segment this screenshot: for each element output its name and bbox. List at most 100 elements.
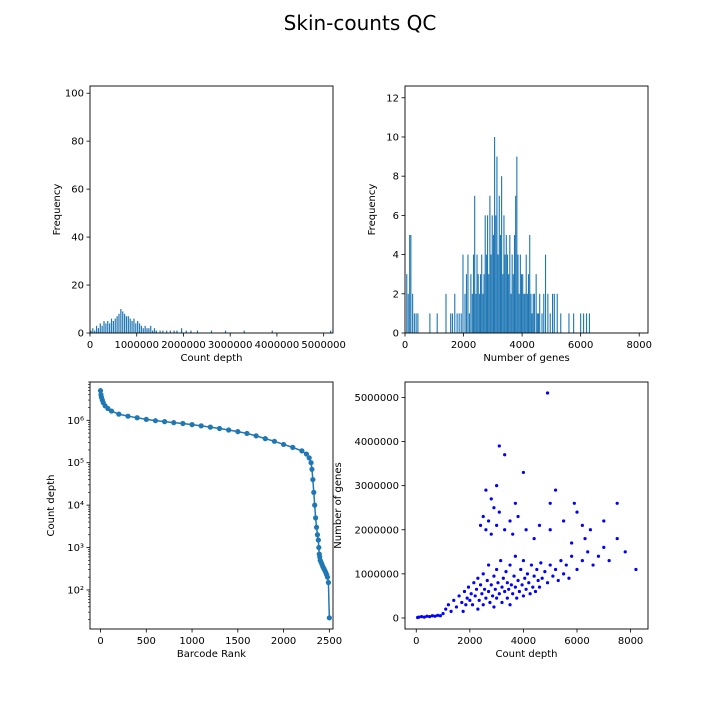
histogram-bar [116,316,118,333]
scatter-point [588,528,592,532]
histogram-bar [471,293,473,333]
scatter-point [497,510,501,514]
y-tick-label: 0 [393,329,399,340]
histogram-bar [109,323,111,333]
rank-point [299,448,305,454]
x-tick-label: 8000 [618,636,643,647]
scatter-point [521,470,526,475]
scatter-point [507,587,511,591]
histogram-bar [535,274,537,333]
scatter-point [564,563,568,567]
histogram-bar [537,313,540,333]
histogram-bar [468,313,470,333]
scatter-point [496,581,500,585]
count-depth-histogram: 0 1000000 2000000 3000000 4000000 5000000 0 20 4… [52,85,346,364]
genes-histogram: 0 2000 4000 6000 8000 0 2 4 6 8 10 12 Number of gene… [367,85,652,364]
scatter-point [521,594,526,598]
scatter-point [562,519,566,523]
scatter-point [478,523,483,527]
scatter-point [492,506,496,510]
histogram-bar [410,234,412,333]
y-tick-label: 20 [71,281,84,292]
scatter-point [433,614,437,618]
histogram-bar [429,313,431,333]
histogram-bar [510,293,512,333]
scatter-point [532,536,536,541]
histogram-bar [101,325,103,333]
histogram-bar [153,328,156,333]
scatter-point [548,563,552,567]
y-tick-label: 2 [393,289,399,300]
scatter-point [602,545,606,550]
scatter-point [500,600,504,605]
scatter-point [508,603,512,607]
scatter-point [567,576,571,580]
x-tick-label: 3000000 [208,340,253,351]
histogram-bar [196,330,199,333]
rank-point [207,424,213,430]
rank-point [216,425,223,432]
histogram-bar [490,254,492,333]
scatter-point [476,607,480,611]
scatter-point [553,567,558,572]
y-tick-label: 4000000 [354,437,399,448]
scatter-point [559,559,563,563]
histogram-bar [527,274,530,333]
histogram-bar [462,254,464,333]
scatter-point [486,519,491,523]
scatter-point [548,501,552,505]
y-tick-label: 0 [78,329,84,340]
rank-point [171,420,177,426]
histogram-bar [519,254,521,333]
scatter-point [545,391,550,395]
scatter-point [516,514,520,519]
histogram-bar [470,274,472,333]
histogram-bar [155,330,157,333]
histogram-bar [585,313,588,333]
y-tick-label: 10 [386,132,399,143]
histogram-bar [539,293,541,333]
rank-point [116,411,122,417]
rank-point [308,460,314,466]
y-tick-label: 2000000 [354,525,399,536]
histogram-bar [499,234,501,333]
scatter-point [575,510,579,514]
scatter-point [472,581,476,585]
x-tick-label: 4000 [509,340,534,351]
scatter-point [480,592,484,596]
histogram-bar [536,313,538,333]
y-axis-label: Count depth [46,475,57,537]
histogram-bar [476,254,478,333]
y-tick-label: 3000000 [354,481,399,492]
histogram-bar [547,293,549,333]
histogram-bar [544,254,547,333]
rank-point [324,574,331,580]
histogram-bar [271,330,273,333]
histogram-bar [122,311,124,333]
rank-point [253,433,259,439]
rank-point [198,423,204,429]
scatter-point [481,514,485,519]
histogram-bar [496,156,498,333]
scatter-point [509,583,513,587]
histogram-bar [454,293,456,333]
scatter-point [499,559,503,563]
scatter-point [586,550,590,554]
rank-point [303,451,310,457]
histogram-bar [129,318,131,333]
histogram-bar [522,274,524,333]
histogram-bar [137,321,139,333]
scatter-point [515,596,519,600]
histogram-bar [413,313,415,333]
scatter-point [466,585,471,589]
scatter-point [452,598,456,602]
histogram-bar [501,176,503,333]
histogram-bar [138,323,141,333]
histogram-bar [483,274,485,333]
histogram-bar [524,293,526,333]
histogram-bar [477,274,479,333]
x-tick-label: 2000 [451,340,476,351]
x-tick-label: 2000000 [161,340,206,351]
rank-point [105,405,111,412]
scatter-point [477,598,481,602]
